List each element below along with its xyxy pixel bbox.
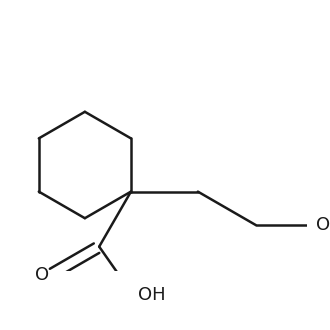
- Text: O: O: [315, 216, 330, 234]
- Text: OH: OH: [138, 286, 166, 304]
- Text: O: O: [35, 266, 50, 284]
